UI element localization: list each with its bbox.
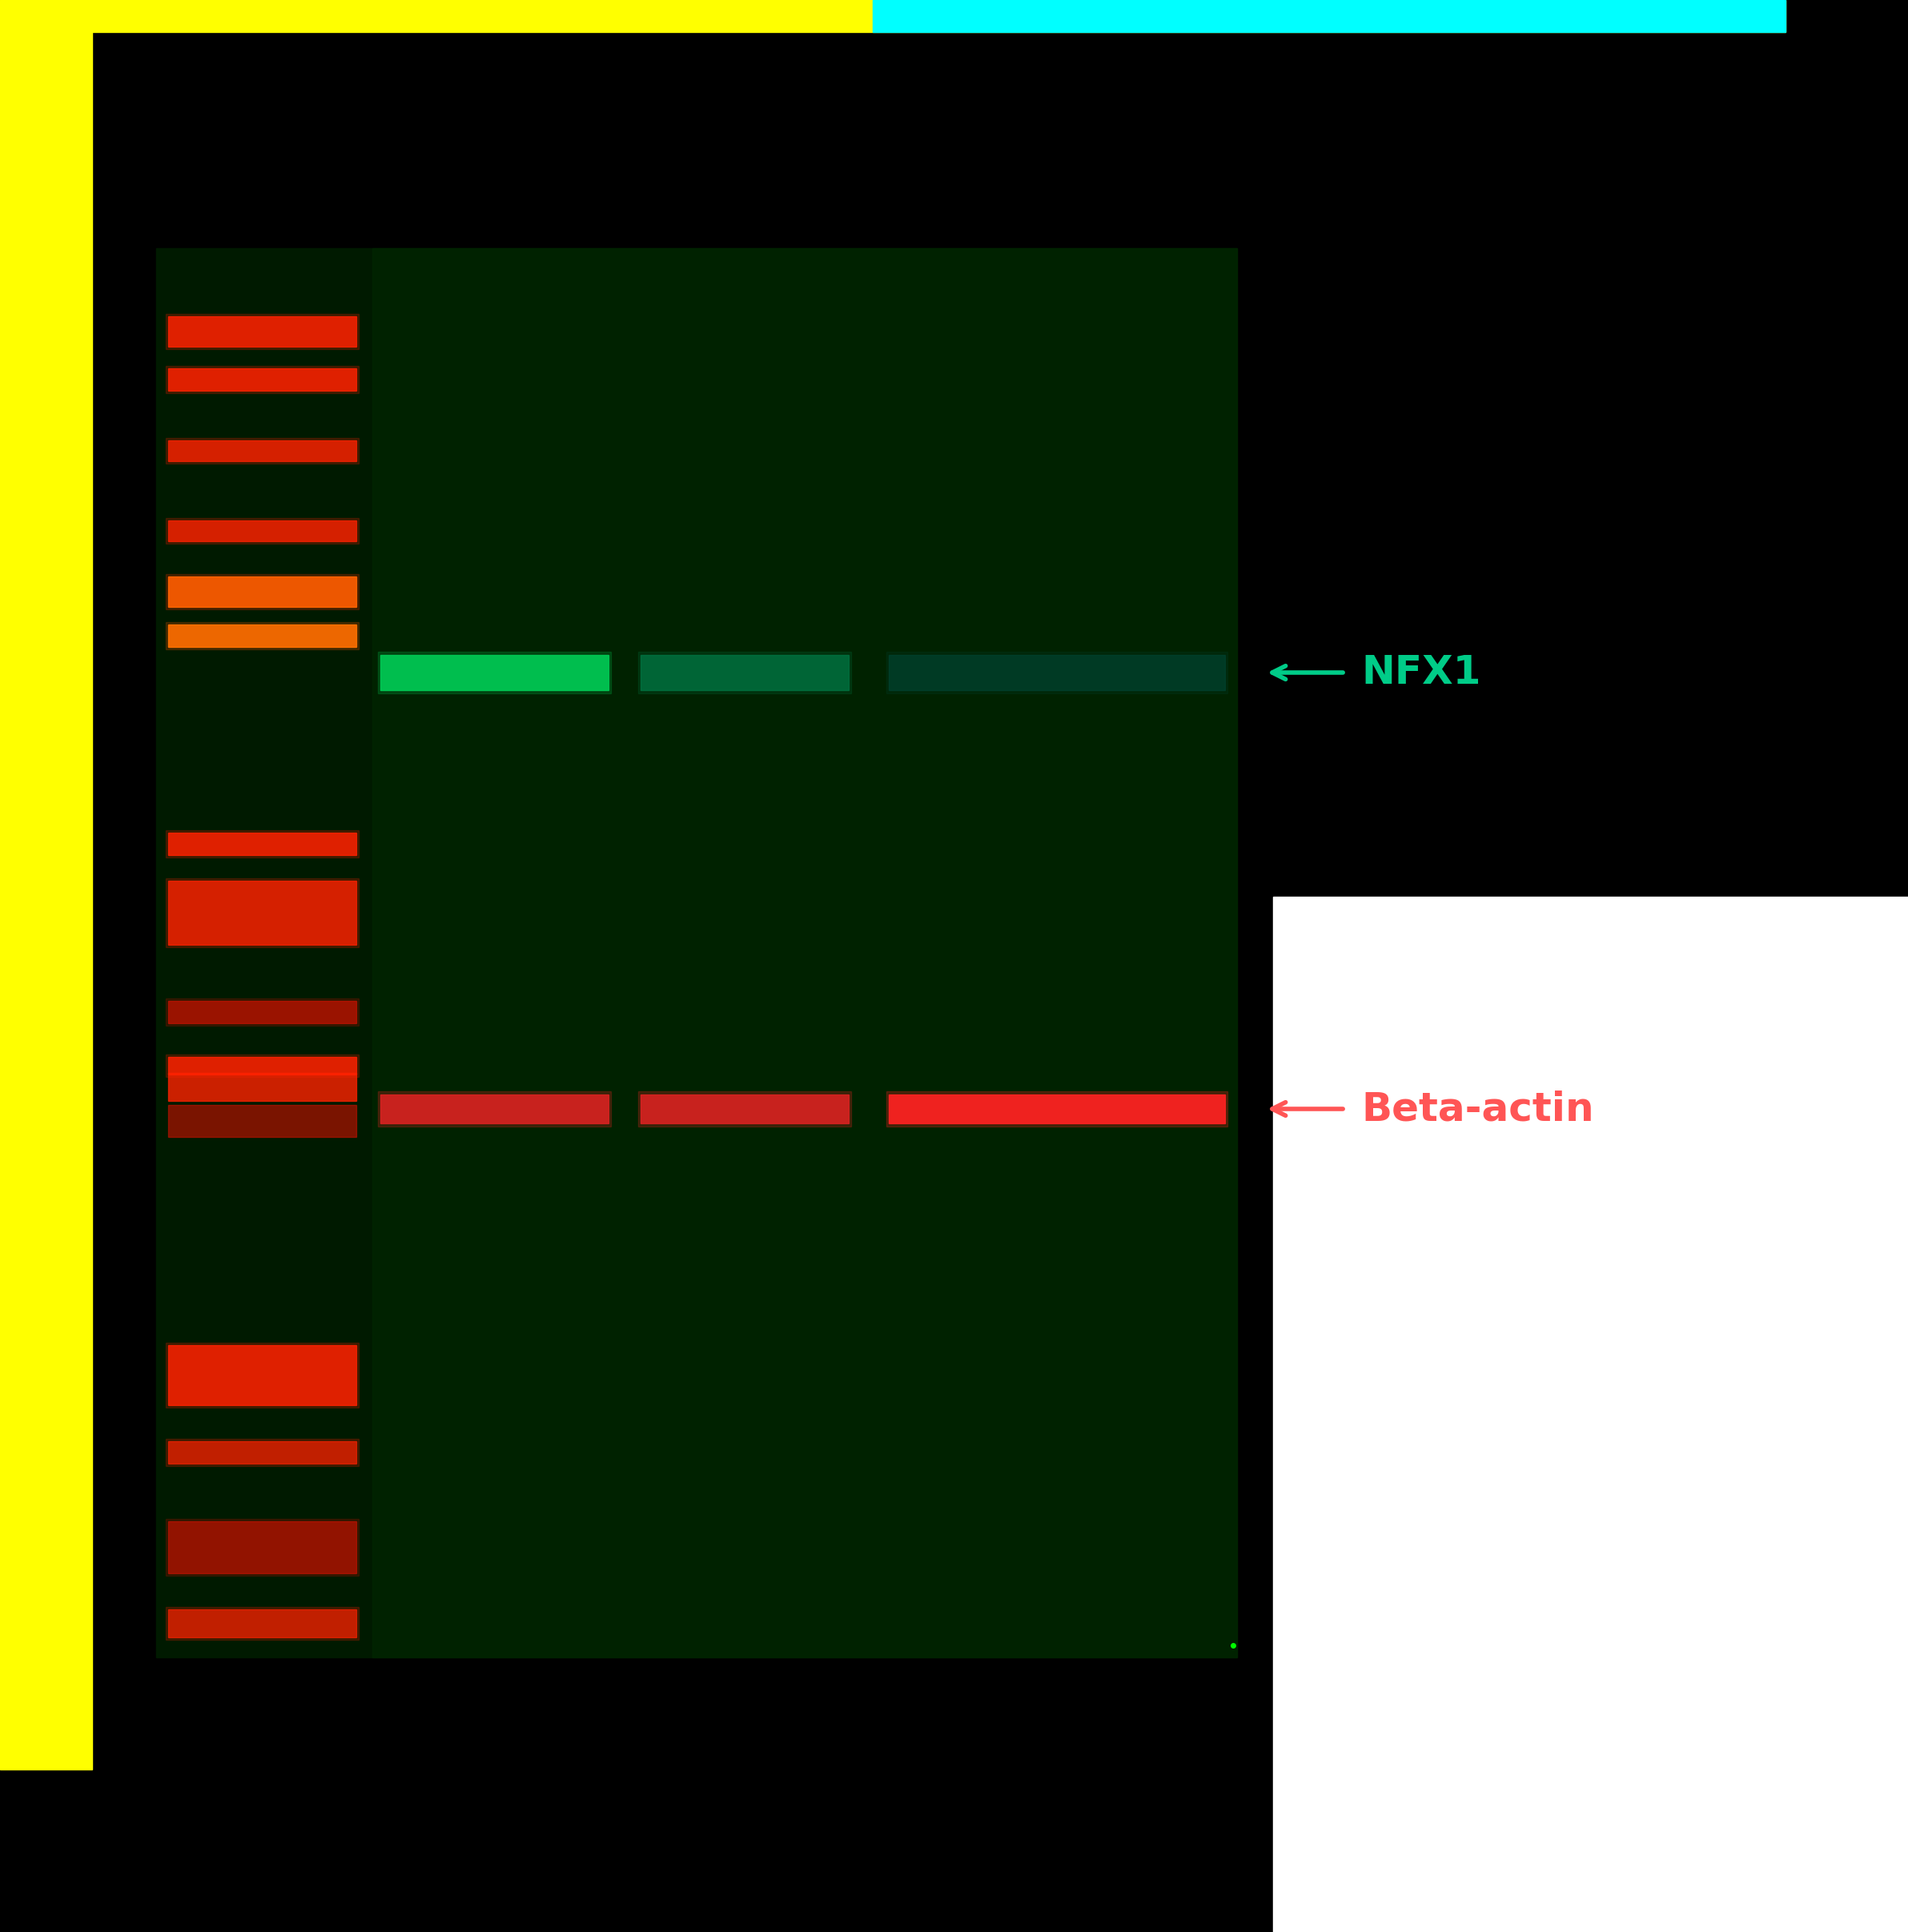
Bar <box>378 651 611 694</box>
Bar <box>166 518 359 543</box>
Bar <box>168 624 357 647</box>
Bar <box>166 313 359 350</box>
Bar <box>0 0 1786 33</box>
Bar <box>166 1343 359 1408</box>
Bar <box>168 881 357 945</box>
Bar <box>166 1607 359 1640</box>
Bar <box>166 879 359 947</box>
Bar <box>887 651 1227 694</box>
Bar <box>889 655 1225 690</box>
Bar <box>168 369 357 390</box>
Bar <box>168 1001 357 1024</box>
Bar <box>889 1095 1225 1122</box>
Bar <box>168 624 357 647</box>
Bar <box>1273 896 1908 1932</box>
Bar <box>168 833 357 856</box>
Bar <box>156 247 1236 1658</box>
Bar <box>887 1092 1227 1126</box>
Bar <box>380 1095 609 1122</box>
Bar <box>380 655 609 690</box>
Bar <box>168 576 357 607</box>
Bar <box>168 1441 357 1464</box>
Bar <box>637 651 851 694</box>
Bar <box>168 1057 357 1074</box>
Text: Beta-actin: Beta-actin <box>1360 1090 1593 1128</box>
Bar <box>166 999 359 1026</box>
Bar <box>0 0 92 1770</box>
Bar <box>166 1439 359 1466</box>
Bar <box>166 365 359 392</box>
Bar <box>166 1055 359 1076</box>
Bar <box>168 1609 357 1636</box>
Bar <box>166 831 359 858</box>
Bar <box>641 1095 849 1122</box>
Bar <box>872 0 1786 33</box>
Bar <box>166 574 359 609</box>
Bar <box>168 1345 357 1405</box>
Bar <box>168 1072 357 1101</box>
Bar <box>166 439 359 464</box>
Bar <box>168 1105 357 1136</box>
Bar <box>378 1092 611 1126</box>
Bar <box>168 440 357 462</box>
Bar <box>168 520 357 541</box>
Bar <box>372 247 1236 1658</box>
Bar <box>168 317 357 346</box>
Bar <box>166 1519 359 1577</box>
Bar <box>168 1520 357 1573</box>
Bar <box>168 576 357 607</box>
Bar <box>641 655 849 690</box>
Bar <box>637 1092 851 1126</box>
Bar <box>166 622 359 649</box>
Text: NFX1: NFX1 <box>1360 653 1481 692</box>
